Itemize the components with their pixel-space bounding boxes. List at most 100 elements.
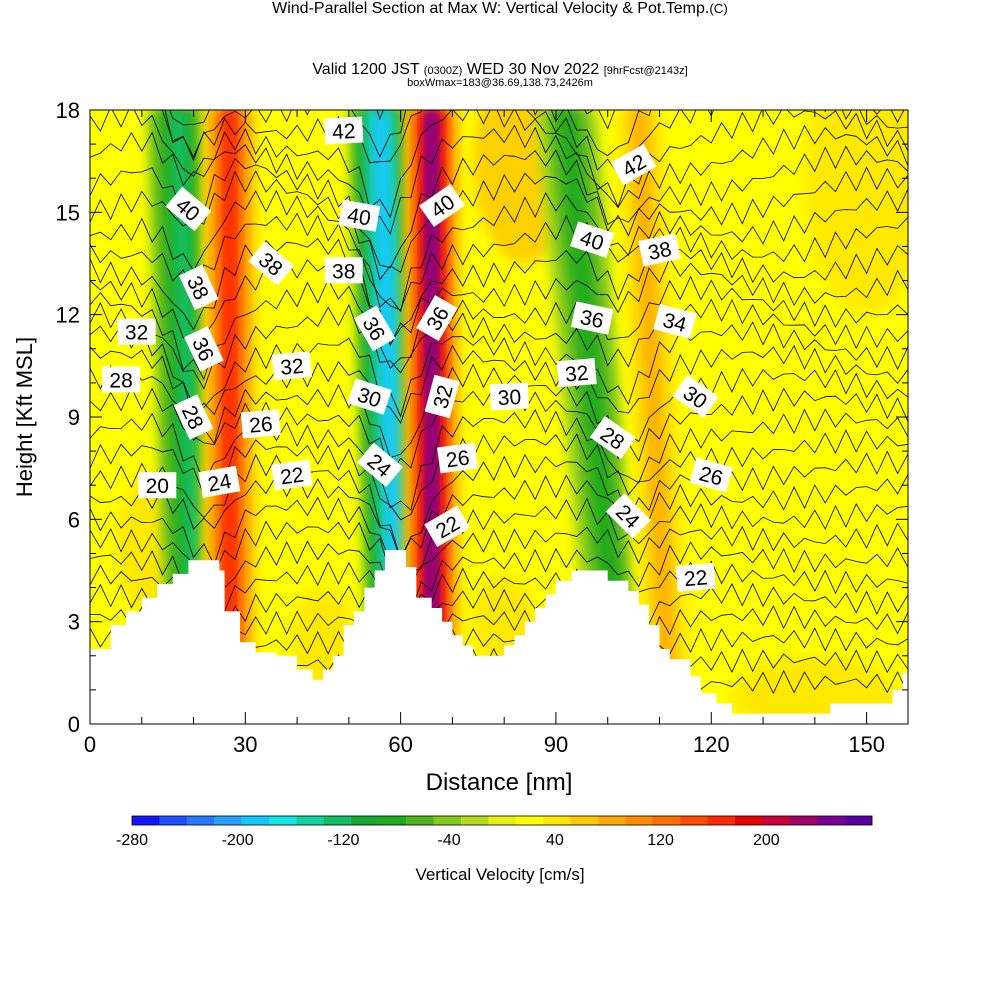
contour-label-text: 26 bbox=[445, 446, 471, 472]
contour-label-box bbox=[570, 221, 615, 258]
contour-label-text: 42 bbox=[332, 120, 357, 144]
contour-label-box bbox=[610, 143, 657, 186]
contour-label-text: 38 bbox=[332, 260, 355, 283]
isentrope-line bbox=[90, 145, 908, 268]
contour-label: 20 bbox=[138, 472, 177, 499]
colorbar-frame bbox=[131, 815, 873, 826]
colorbar-swatch bbox=[762, 816, 791, 825]
contour-label-box bbox=[416, 295, 458, 342]
contour-label: 36 bbox=[353, 305, 396, 352]
contour-label: 32 bbox=[117, 318, 156, 345]
contour-label-text: 20 bbox=[146, 475, 169, 498]
chart-subtitle: Valid 1200 JST (0300Z) WED 30 Nov 2022 [… bbox=[0, 61, 1000, 79]
contour-label: 32 bbox=[556, 358, 597, 388]
contour-label-box bbox=[338, 199, 381, 232]
isentrope-line bbox=[90, 166, 908, 281]
contour-label: 26 bbox=[689, 457, 734, 493]
contour-label-box bbox=[240, 409, 281, 439]
contour-label-text: 40 bbox=[345, 204, 372, 231]
contour-label: 22 bbox=[675, 562, 716, 592]
contour-label: 32 bbox=[271, 351, 312, 381]
chart-title: Wind-Parallel Section at Max W: Vertical… bbox=[0, 0, 1000, 18]
contour-label-box bbox=[353, 305, 396, 352]
contour-label-text: 32 bbox=[279, 355, 304, 380]
x-tick-label: 120 bbox=[693, 732, 730, 757]
fill-patch bbox=[731, 655, 898, 724]
isentrope-line bbox=[90, 344, 908, 424]
isentrope-line bbox=[90, 110, 908, 219]
contour-label-box bbox=[138, 472, 177, 499]
contour-label-box bbox=[689, 457, 734, 493]
y-tick-label: 15 bbox=[56, 200, 80, 225]
contour-label: 26 bbox=[240, 409, 281, 439]
contour-label-box bbox=[605, 493, 652, 539]
contour-label-box bbox=[173, 394, 214, 440]
y-tick-label: 0 bbox=[68, 712, 80, 737]
contour-label-box bbox=[165, 186, 212, 232]
copyright-mark: (C) bbox=[709, 1, 728, 16]
contour-label: 28 bbox=[102, 366, 141, 393]
colorbar-swatch bbox=[680, 816, 708, 825]
contour-label-box bbox=[324, 257, 363, 284]
chart-title-text: Wind-Parallel Section at Max W: Vertical… bbox=[272, 0, 710, 17]
contour-label: 38 bbox=[324, 257, 363, 284]
valid-time: Valid 1200 JST bbox=[312, 61, 420, 78]
colorbar-swatch bbox=[625, 816, 654, 825]
isentrope-line bbox=[90, 540, 908, 613]
contour-label-box bbox=[102, 366, 141, 393]
isentrope-line bbox=[90, 212, 908, 311]
contour-label-text: 32 bbox=[125, 322, 148, 345]
contour-label-box bbox=[672, 374, 719, 419]
colorbar-swatch bbox=[734, 816, 763, 825]
colorbar-swatch bbox=[515, 816, 544, 825]
contour-label-box bbox=[424, 505, 471, 547]
colorbar-tick-label: -200 bbox=[222, 832, 254, 849]
contour-label-box bbox=[198, 465, 241, 498]
colorbar-swatch bbox=[296, 816, 325, 825]
contour-label-box bbox=[356, 442, 403, 487]
isentrope-line bbox=[90, 496, 908, 575]
isentrope-line bbox=[90, 124, 908, 235]
contour-label-box bbox=[556, 358, 597, 388]
contour-label-box bbox=[675, 562, 716, 592]
isentrope-line bbox=[90, 275, 908, 381]
updraft-band bbox=[426, 110, 438, 724]
colorbar-swatch bbox=[159, 816, 188, 825]
colorbar-tick-label: -120 bbox=[327, 832, 359, 849]
isentrope-line bbox=[90, 188, 908, 313]
colorbar-swatch bbox=[817, 816, 845, 825]
contour-label: 38 bbox=[178, 264, 219, 311]
colorbar-tick-label: 120 bbox=[647, 832, 674, 849]
contour-label: 22 bbox=[271, 459, 313, 491]
colorbar-tick-label: 200 bbox=[753, 832, 780, 849]
contour-label: 38 bbox=[638, 233, 681, 267]
colorbar-swatch bbox=[214, 816, 242, 825]
contour-label-box bbox=[436, 442, 479, 474]
contour-label: 38 bbox=[248, 241, 295, 286]
isentrope-line bbox=[90, 321, 908, 418]
colorbar-tick-label: 40 bbox=[546, 832, 564, 849]
contour-label-box bbox=[184, 326, 224, 372]
colorbar-swatch bbox=[707, 816, 736, 825]
colorbar-swatch bbox=[488, 816, 517, 825]
contour-label: 40 bbox=[338, 199, 381, 232]
contour-label-text: 38 bbox=[646, 238, 674, 265]
colorbar-tick-label: -40 bbox=[438, 832, 461, 849]
isentrope-line bbox=[90, 560, 908, 617]
colorbar-swatch bbox=[351, 816, 379, 825]
contour-label: 24 bbox=[198, 465, 241, 498]
contour-label-text: 24 bbox=[206, 470, 233, 497]
y-tick-label: 12 bbox=[56, 303, 80, 328]
contour-label-text: 22 bbox=[683, 566, 708, 591]
contour-label: 36 bbox=[416, 295, 458, 342]
contour-label-text: 36 bbox=[578, 306, 606, 333]
colorbar-swatch bbox=[406, 816, 434, 825]
contour-label: 30 bbox=[347, 378, 392, 415]
colorbar-swatch bbox=[844, 816, 873, 825]
updraft-band bbox=[224, 110, 236, 724]
contour-label-box bbox=[271, 459, 313, 491]
isentrope-line bbox=[90, 520, 908, 586]
